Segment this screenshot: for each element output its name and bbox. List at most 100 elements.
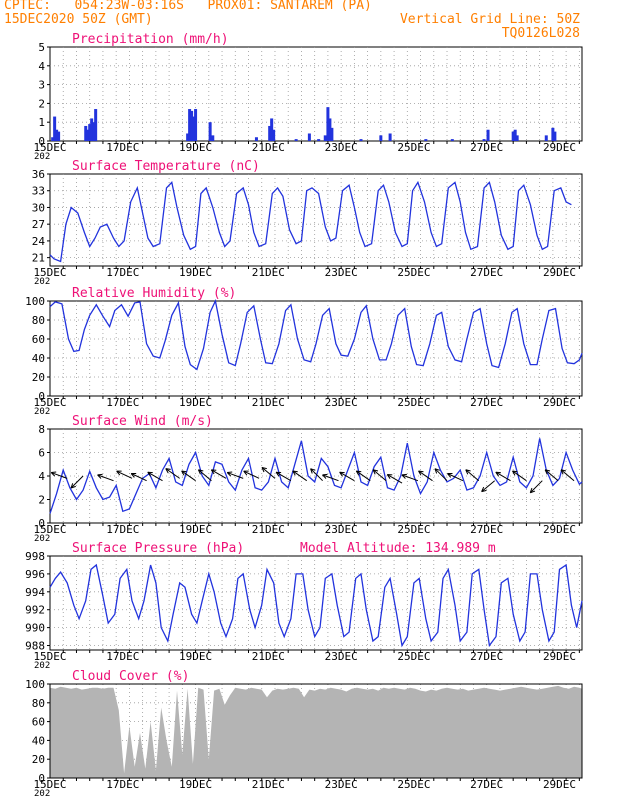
precip-bar: [551, 127, 555, 141]
panel-4-ytick-label: 988: [25, 640, 45, 653]
panel-1-xtick-label: 19DEC: [179, 266, 212, 279]
panel-1-xtick-label: 21DEC: [252, 266, 285, 279]
wind-arrow-head: [512, 470, 516, 476]
panel-3-ytick-label: 6: [38, 447, 45, 460]
wind-arrow-head: [198, 469, 204, 472]
panel-3-ytick-label: 2: [38, 494, 45, 507]
precip-bar: [486, 129, 490, 141]
panel-5-frame-top: [49, 683, 583, 779]
precip-bar: [270, 118, 274, 141]
precip-bar: [294, 139, 298, 141]
wind-arrow-head: [481, 489, 487, 493]
precip-bar: [388, 133, 392, 141]
precip-bar: [88, 124, 92, 141]
wind-arrow-shaft: [51, 472, 68, 479]
wind-arrow-shaft: [211, 469, 227, 479]
panel-3-title: Surface Wind (m/s): [72, 414, 213, 429]
panel-3-xtick-label: 27DEC: [470, 523, 503, 536]
panel-2-ytick-label: 0: [38, 390, 45, 403]
precip-bar: [307, 133, 311, 141]
wind-arrow-head: [147, 471, 151, 477]
wind-arrow-head: [51, 471, 57, 474]
wind-arrow-head: [70, 485, 76, 489]
panel-0-xtick-label: 17DEC: [106, 141, 139, 154]
wind-arrow-head: [465, 469, 469, 475]
precip-bar: [450, 139, 454, 141]
panel-0-ytick-label: 0: [38, 135, 45, 148]
precip-bar: [328, 118, 332, 141]
cloud-cover-area: [50, 685, 582, 778]
wind-arrow-head: [292, 470, 296, 476]
precip-bar: [515, 135, 519, 141]
panel-4-xtick-label: 23DEC: [325, 650, 358, 663]
panel-0-ytick-label: 4: [38, 60, 45, 73]
panel-4-ytick-label: 998: [25, 550, 45, 563]
wind-arrow-head: [544, 469, 548, 475]
panel-1-xtick-label: 25DEC: [397, 266, 430, 279]
wind-arrow-head: [275, 471, 280, 477]
panel-0-frame: [49, 46, 583, 142]
precip-bar: [51, 137, 55, 141]
precip-bar: [57, 131, 61, 141]
wind-arrow-shaft: [130, 473, 147, 482]
panel-4-xtick-label: 27DEC: [470, 650, 503, 663]
panel-4-xtick-label: 21DEC: [252, 650, 285, 663]
panel-5-xtick-label: 17DEC: [106, 778, 139, 791]
header-line-1: CPTEC: 054:23W-03:16S PROX01: SANTAREM (…: [4, 0, 372, 13]
wind-arrow-head: [418, 470, 424, 473]
wind-arrow-shaft: [310, 468, 323, 482]
wind-arrow-shaft: [261, 467, 276, 479]
panel-2-ytick-label: 80: [32, 314, 45, 327]
grid-line-note: Vertical Grid Line: 50Z: [399, 12, 580, 27]
wind-arrow-shaft: [116, 470, 133, 479]
panel-3-xtick-label: 19DEC: [179, 523, 212, 536]
panel-1-ytick-label: 24: [32, 235, 46, 248]
wind-arrow-head: [418, 470, 422, 476]
panel-5-ytick-label: 40: [32, 734, 45, 747]
panel-3-xtick-label: 21DEC: [252, 523, 285, 536]
panel-5-year-stub: 202: [34, 789, 50, 799]
wind-arrow-head: [181, 470, 187, 473]
wind-arrow-shaft: [292, 470, 308, 482]
precip-bar: [330, 127, 334, 141]
panel-4-title: Surface Pressure (hPa): [72, 541, 244, 556]
panel-1-title: Surface Temperature (nC): [72, 159, 260, 174]
wind-arrow-head: [434, 468, 440, 471]
panel-4-ytick-label: 992: [25, 604, 45, 617]
wind-arrow-head: [401, 474, 406, 479]
wind-arrow-head: [372, 469, 376, 475]
panel-4-year-stub: 202: [34, 661, 50, 671]
wind-arrow-head: [512, 470, 518, 473]
precip-bar: [53, 116, 57, 141]
panel-0-xtick-label: 27DEC: [470, 141, 503, 154]
panel-4-xtick-label: 25DEC: [397, 650, 430, 663]
wind-arrow-head: [165, 468, 169, 474]
panel-1-frame: [49, 173, 583, 267]
panel-4-frame: [49, 555, 583, 651]
panel-3-ytick-label: 0: [38, 517, 45, 530]
panel-3-year-stub: 202: [34, 534, 50, 544]
wind-arrow-head: [97, 474, 102, 479]
wind-arrow-head: [243, 470, 248, 476]
wind-arrow-head: [210, 469, 215, 475]
precip-bar: [323, 135, 327, 141]
panel-2-series-line: [49, 298, 583, 371]
precip-bar: [254, 137, 258, 141]
precip-bar: [55, 129, 59, 141]
wind-arrow-head: [465, 469, 471, 472]
wind-arrow-head: [292, 470, 298, 473]
panel-2-xtick-label: 25DEC: [397, 396, 430, 409]
panel-5-ytick-label: 20: [32, 753, 45, 766]
panel-5-xtick-label: 21DEC: [252, 778, 285, 791]
wind-arrow-head: [97, 473, 103, 476]
wind-arrow-head: [434, 468, 438, 474]
panel-1-xtick-label: 15DEC: [33, 266, 66, 279]
panel-3-xtick-label: 25DEC: [397, 523, 430, 536]
wind-arrow-shaft: [387, 474, 403, 484]
precip-bar: [511, 131, 515, 141]
wind-arrow-head: [197, 469, 201, 475]
wind-arrow-shaft: [372, 469, 387, 482]
panel-4-xtick-label: 19DEC: [179, 650, 212, 663]
panel-3-xtick-label: 15DEC: [33, 523, 66, 536]
panel-5-xtick-label: 29DEC: [543, 778, 576, 791]
